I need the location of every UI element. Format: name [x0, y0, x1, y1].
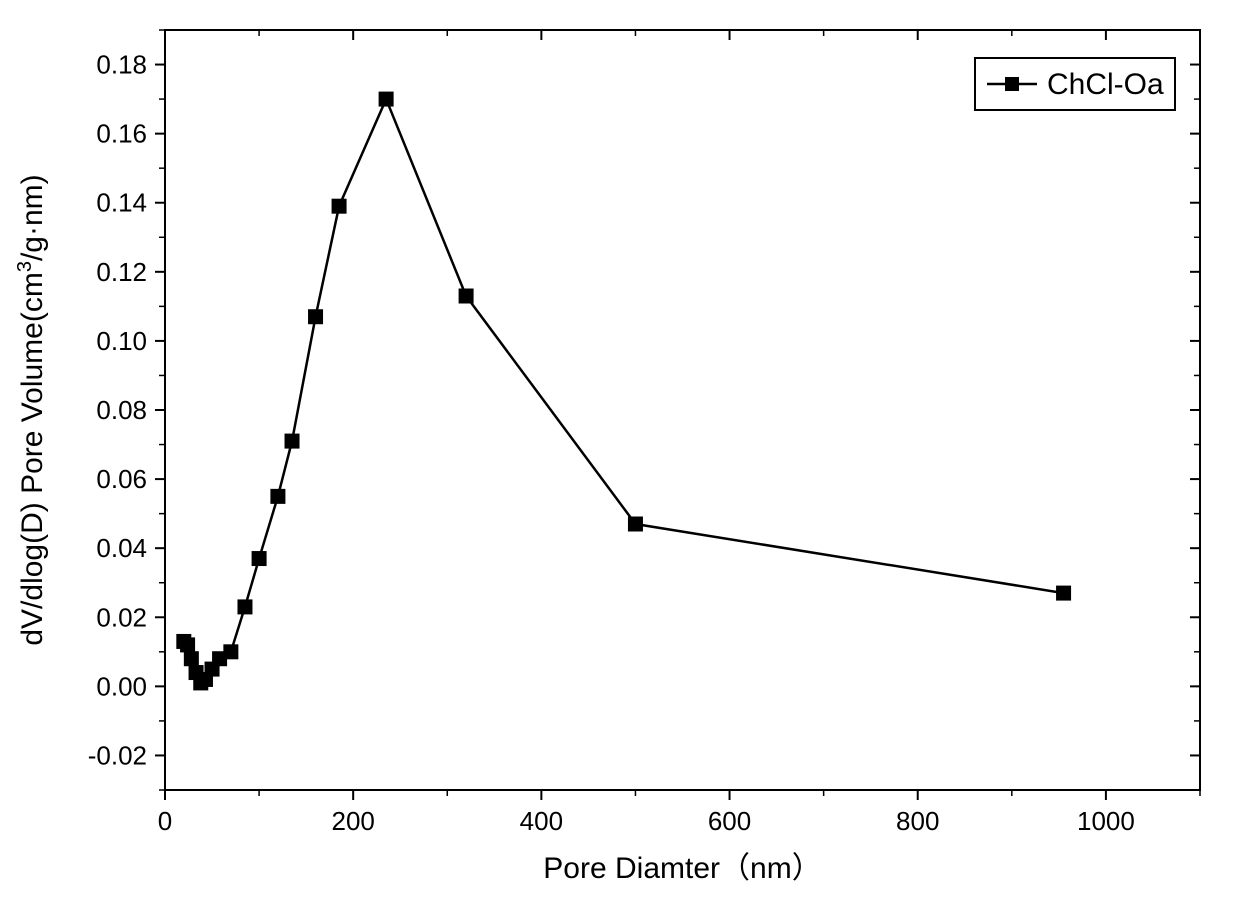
series-marker: [1057, 586, 1071, 600]
y-tick-label: 0.14: [96, 188, 147, 218]
series-marker: [628, 517, 642, 531]
legend-label: ChCl-Oa: [1047, 68, 1164, 101]
x-tick-label: 200: [331, 806, 374, 836]
y-axis-label: dV/dlog(D) Pore Volume(cm3/g·nm): [14, 174, 49, 645]
x-tick-label: 400: [520, 806, 563, 836]
series-marker: [285, 434, 299, 448]
series-marker: [224, 645, 238, 659]
x-tick-label: 800: [896, 806, 939, 836]
series-marker: [309, 310, 323, 324]
y-tick-label: 0.16: [96, 119, 147, 149]
series-marker: [271, 489, 285, 503]
y-tick-label: 0.04: [96, 533, 147, 563]
y-tick-label: 0.12: [96, 257, 147, 287]
y-tick-label: -0.02: [88, 740, 147, 770]
chart-svg: 0 200 400 600 800 1000 -0.02 0.00 0.02 0.04 0.06 0.…: [0, 0, 1240, 918]
y-tick-label: 0.08: [96, 395, 147, 425]
series-marker: [184, 652, 198, 666]
y-tick-label: 0.00: [96, 671, 147, 701]
series-marker: [252, 552, 266, 566]
series-marker: [332, 199, 346, 213]
y-tick-label: 0.02: [96, 602, 147, 632]
series-marker: [459, 289, 473, 303]
x-tick-label: 600: [708, 806, 751, 836]
series-marker: [379, 92, 393, 106]
x-axis-label: Pore Diamter（nm）: [543, 852, 821, 885]
chart-container: 0 200 400 600 800 1000 -0.02 0.00 0.02 0.04 0.06 0.…: [0, 0, 1240, 918]
y-tick-label: 0.10: [96, 326, 147, 356]
legend-marker: [1005, 77, 1019, 91]
series-marker: [181, 638, 195, 652]
series-marker: [238, 600, 252, 614]
x-tick-label: 1000: [1077, 806, 1135, 836]
x-tick-label: 0: [158, 806, 172, 836]
y-tick-label: 0.18: [96, 50, 147, 80]
y-tick-label: 0.06: [96, 464, 147, 494]
